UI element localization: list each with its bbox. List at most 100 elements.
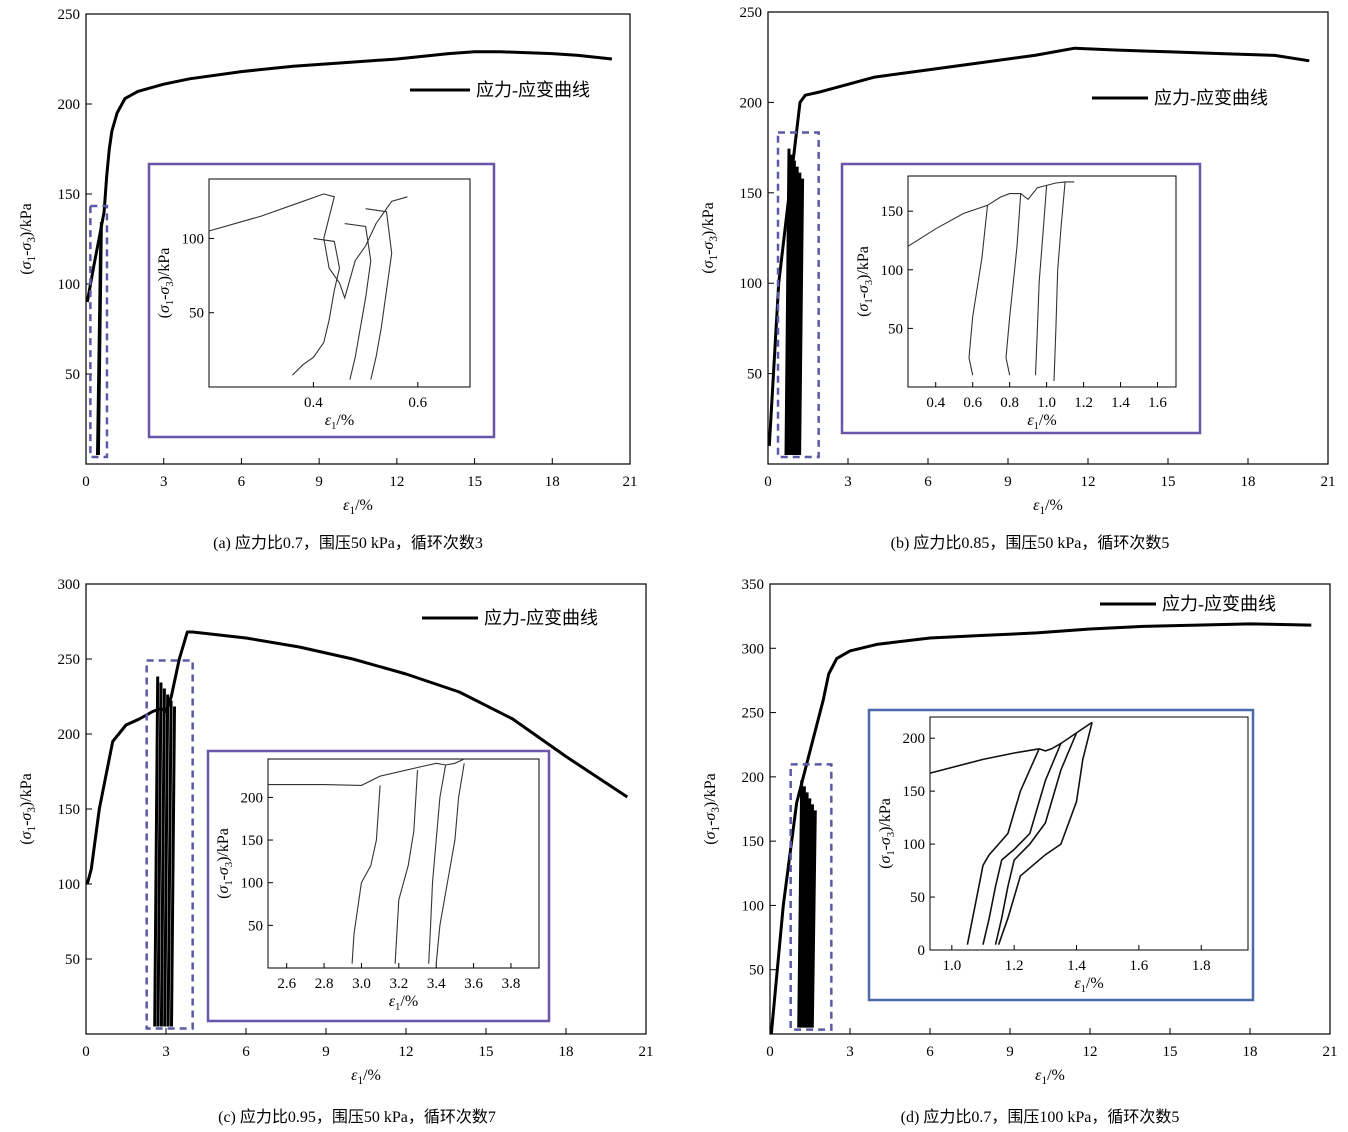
inset-frame	[907, 175, 1177, 388]
chart-panel-b: 0 3 6 9 12 15 18 2150100150200250(σ1-σ3)/kPaε1/…	[700, 5, 1336, 552]
y-label-part: σ	[877, 836, 894, 845]
inset-loop-curve	[1053, 181, 1066, 382]
inset-x-tick-label: 1.0	[942, 958, 961, 974]
inset-loop-curve	[268, 758, 465, 786]
x-tick-label: 9	[322, 1044, 330, 1060]
x-tick-label: 12	[1083, 1044, 1098, 1060]
y-label-part: -	[855, 293, 872, 298]
x-axis-label: ε1/%	[1033, 497, 1063, 517]
cyclic-loading-loops	[153, 676, 176, 1027]
inset-y-tick-label: 50	[189, 306, 204, 322]
inset-x-tick-label: 3.2	[389, 976, 408, 992]
x-label-part: /%	[1086, 975, 1104, 992]
x-tick-label: 6	[242, 1044, 250, 1060]
y-label-part: 3	[886, 832, 897, 837]
y-label-part: σ	[18, 242, 35, 251]
y-label-part: σ	[18, 812, 35, 821]
inset-loop-curve	[394, 770, 419, 964]
y-tick-label: 150	[58, 802, 81, 818]
y-axis-label: (σ1-σ3)/kPa	[18, 203, 38, 274]
panel-caption: (c) 应力比0.95，围压50 kPa，循环次数7	[218, 1107, 496, 1126]
inset-y-tick-label: 0	[918, 943, 926, 959]
x-tick-label: 0	[82, 474, 90, 490]
cyclic-loading-loops	[784, 148, 805, 455]
y-tick-label: 250	[58, 7, 81, 23]
x-axis-label: ε1/%	[343, 497, 373, 517]
x-tick-label: 6	[926, 1044, 934, 1060]
y-tick-label: 100	[740, 276, 763, 292]
inset-loop-curve	[1005, 193, 1022, 376]
legend-label: 应力-应变曲线	[1162, 594, 1276, 614]
plot-frame	[85, 13, 631, 465]
x-axis-label: ε1/%	[1035, 1067, 1065, 1087]
y-tick-label: 250	[740, 5, 763, 21]
zoom-region-box	[789, 763, 833, 1031]
inset-frame	[208, 178, 471, 388]
y-axis-label: (σ1-σ3)/kPa	[18, 773, 38, 844]
y-label-part: -	[700, 250, 717, 255]
zoom-region-box	[776, 131, 820, 459]
y-axis-label: (σ1-σ3)/kPa	[700, 202, 720, 273]
y-tick-label: 200	[58, 727, 81, 743]
x-label-part: ε	[1033, 497, 1040, 514]
x-tick-label: 0	[82, 1044, 90, 1060]
y-label-part: σ	[855, 284, 872, 293]
y-label-part: 3	[26, 807, 38, 813]
inset-loop-curve	[966, 748, 1040, 945]
inset-y-tick-label: 50	[248, 918, 263, 934]
y-label-part: )/kPa	[215, 828, 232, 862]
y-label-part: σ	[855, 303, 872, 312]
inset-loop-curve	[351, 785, 381, 964]
x-label-part: ε	[1035, 1067, 1042, 1084]
y-label-part: )/kPa	[855, 246, 872, 280]
y-tick-label: 250	[58, 652, 81, 668]
inset-y-tick-label: 150	[241, 833, 264, 849]
inset-border	[840, 162, 1202, 435]
y-label-part: 1	[224, 880, 235, 885]
inset-x-tick-label: 1.6	[1130, 958, 1149, 974]
inset-frame	[267, 758, 540, 969]
y-label-part: 1	[710, 826, 722, 832]
inset-x-tick-label: 0.6	[408, 395, 427, 411]
y-label-part: -	[215, 875, 232, 880]
x-label-part: ε	[1027, 412, 1034, 429]
inset-x-tick-label: 0.6	[963, 395, 982, 411]
y-label-part: σ	[18, 260, 35, 269]
y-tick-label: 150	[58, 187, 81, 203]
y-axis-label: (σ1-σ3)/kPa	[702, 773, 722, 844]
panel-caption: (d) 应力比0.7，围压100 kPa，循环次数5	[901, 1107, 1180, 1126]
y-label-part: 3	[864, 280, 875, 285]
y-tick-label: 50	[749, 963, 764, 979]
x-tick-label: 9	[1004, 474, 1012, 490]
x-tick-label: 3	[160, 474, 168, 490]
x-label-part: /%	[1045, 497, 1063, 514]
stress-strain-curve	[85, 50, 613, 303]
y-label-part: 1	[886, 850, 897, 855]
y-label-part: )/kPa	[877, 798, 894, 832]
x-tick-label: 18	[559, 1044, 574, 1060]
x-tick-label: 21	[1321, 474, 1336, 490]
x-label-part: 1	[357, 1075, 363, 1087]
x-tick-label: 12	[1081, 474, 1096, 490]
y-tick-label: 350	[742, 577, 765, 593]
x-tick-label: 6	[924, 474, 932, 490]
x-axis-label: ε1/%	[325, 412, 354, 432]
y-label-part: 3	[165, 281, 176, 286]
y-tick-label: 200	[58, 97, 81, 113]
inset-x-tick-label: 2.6	[277, 976, 296, 992]
x-axis-label: ε1/%	[389, 993, 418, 1013]
y-label-part: )/kPa	[700, 202, 717, 236]
inset-x-tick-label: 3.8	[502, 976, 521, 992]
inset-plot: 1.0 1.2 1.4 1.6 1.8050100150200(σ1-σ3)/kPaε1…	[877, 716, 1249, 995]
x-label-part: 1	[331, 421, 336, 432]
inset-loop-curve	[1034, 185, 1048, 376]
inset-x-tick-label: 0.4	[304, 395, 323, 411]
chart-panel-d: 0 3 6 9 12 15 18 2150100150200250300350(σ1-σ3)/…	[702, 577, 1338, 1126]
x-label-part: 1	[395, 1002, 400, 1013]
inset-x-tick-label: 3.4	[427, 976, 446, 992]
y-tick-label: 100	[58, 877, 81, 893]
y-label-part: σ	[215, 885, 232, 894]
x-tick-label: 18	[1241, 474, 1256, 490]
stress-strain-curve	[85, 630, 629, 885]
